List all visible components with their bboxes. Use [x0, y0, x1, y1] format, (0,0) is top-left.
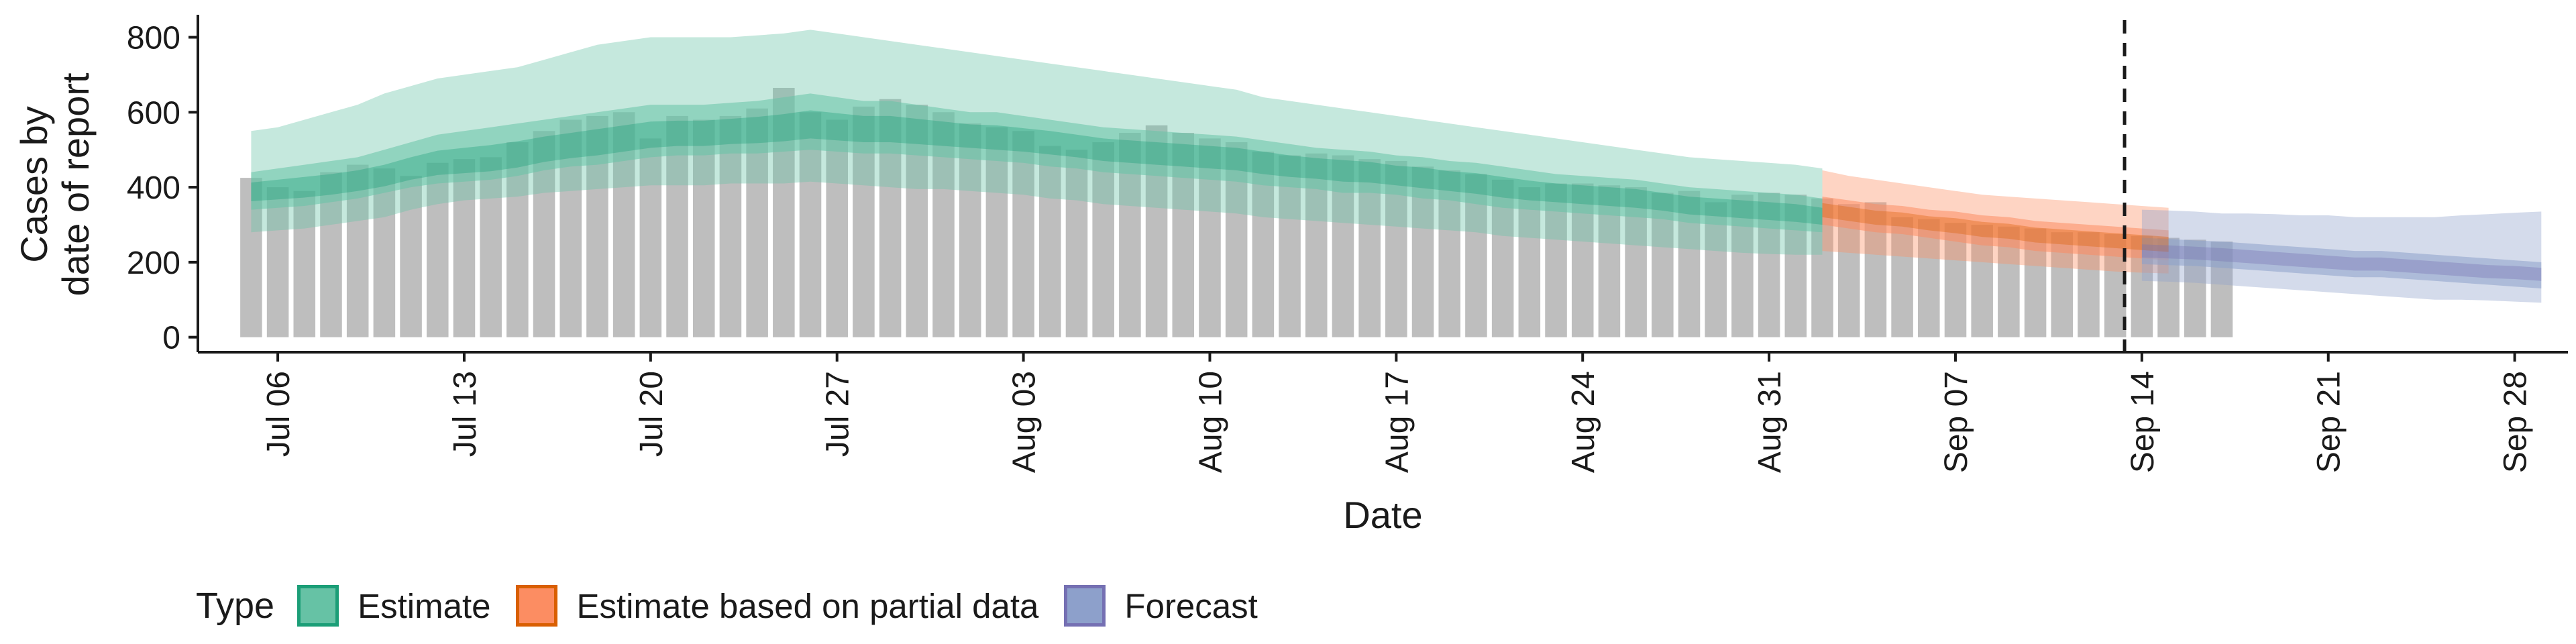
legend-key-estimate: [297, 585, 339, 627]
legend-label-estimate: Estimate: [358, 586, 491, 625]
estimate-core-band: [251, 110, 1823, 225]
bar: [692, 119, 715, 337]
legend-item-partial: Estimate based on partial data: [516, 585, 1038, 627]
x-tick-label: Jul 27: [820, 371, 856, 457]
x-tick-label: Aug 31: [1752, 371, 1788, 473]
estimate-inner-band: [251, 93, 1823, 233]
x-tick-label: Aug 24: [1566, 371, 1601, 473]
estimate-bands: [251, 30, 2542, 303]
y-axis-title-line: date of report: [54, 72, 97, 297]
y-tick-label: 800: [127, 21, 180, 56]
y-tick-label: 200: [127, 246, 180, 281]
y-tick-label: 0: [162, 321, 180, 356]
forecast-inner-band: [2141, 237, 2542, 288]
legend-item-forecast: Forecast: [1064, 585, 1258, 627]
x-tick-label: Aug 10: [1193, 371, 1228, 473]
y-axis-title: Cases by date of report: [13, 72, 97, 297]
legend-label-forecast: Forecast: [1124, 586, 1258, 625]
legend-label-partial: Estimate based on partial data: [576, 586, 1039, 625]
legend-item-estimate: Estimate: [297, 585, 490, 627]
x-tick-label: Sep 14: [2125, 371, 2161, 473]
bar: [639, 138, 662, 337]
bar: [1891, 217, 1913, 337]
bar: [373, 168, 396, 337]
bar: [1092, 142, 1114, 337]
bar: [1518, 187, 1541, 337]
x-tick-label: Jul 06: [261, 371, 297, 457]
legend-key-partial: [516, 585, 558, 627]
x-axis-title: Date: [1343, 494, 1422, 536]
y-tick-label: 400: [127, 170, 180, 206]
y-axis: 0 200 400 600 800: [127, 15, 199, 356]
forecast-core-band: [2141, 244, 2542, 281]
partial-core-band: [1822, 203, 2169, 252]
x-tick-label: Sep 07: [1939, 371, 1974, 473]
x-tick-label: Aug 17: [1379, 371, 1415, 473]
x-axis: Jul 06 Jul 13 Jul 20 Jul 27 Aug 03 Aug 10 Aug …: [198, 351, 2568, 473]
x-tick-label: Aug 03: [1007, 371, 1042, 473]
bar: [480, 157, 502, 337]
legend-title: Type: [196, 586, 275, 626]
legend-key-forecast: [1064, 585, 1106, 627]
y-tick-label: 600: [127, 95, 180, 131]
bar: [985, 127, 1008, 337]
bar: [266, 187, 289, 337]
x-tick-label: Jul 20: [634, 371, 669, 457]
x-tick-label: Sep 21: [2312, 371, 2347, 473]
bar: [826, 119, 848, 337]
bar: [453, 159, 476, 337]
legend: Type Estimate Estimate based on partial …: [196, 576, 1283, 636]
bar: [293, 191, 316, 337]
partial-inner-band: [1822, 197, 2169, 261]
bar: [426, 162, 449, 337]
bar: [1039, 146, 1061, 337]
bar: [400, 176, 422, 337]
y-axis-title-line: Cases by: [13, 106, 55, 262]
bar: [1012, 131, 1034, 337]
x-tick-label: Sep 28: [2498, 371, 2534, 473]
bar: [1065, 150, 1088, 337]
x-tick-label: Jul 13: [447, 371, 483, 457]
